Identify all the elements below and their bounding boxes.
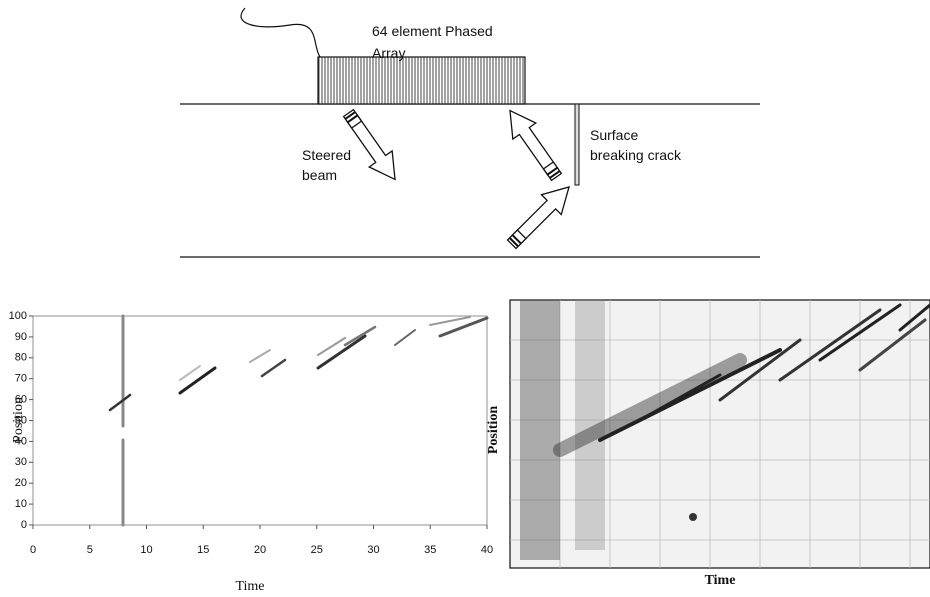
- y-tick-label: 100: [9, 310, 27, 322]
- array-label: Array: [372, 45, 405, 61]
- y-tick-label: 70: [15, 373, 27, 385]
- streak: [179, 365, 201, 381]
- y-tick-label: 40: [15, 435, 27, 447]
- echo-streaks: [108, 314, 489, 527]
- y-tick-label: 50: [15, 414, 27, 426]
- streak: [438, 316, 489, 338]
- incident-arrow: [500, 176, 580, 256]
- y-tick-label: 90: [15, 331, 27, 343]
- streak: [343, 325, 377, 347]
- y-tick-label: 0: [21, 519, 27, 531]
- y-tick-label: 30: [15, 456, 27, 468]
- image-grid: [510, 300, 930, 568]
- x-tick-label: 0: [30, 544, 36, 556]
- x-axis-label: Time: [705, 573, 736, 588]
- beam-label: beam: [302, 167, 337, 183]
- array-label: 64 element Phased: [372, 23, 493, 39]
- x-tick-label: 5: [87, 544, 93, 556]
- beam-label: Steered: [302, 147, 351, 163]
- simulated-bscan: Time Position 0 10 20 30 40 50 60 70 80 90 100 0 5 10…: [9, 310, 493, 594]
- x-axis-label: Time: [235, 579, 264, 594]
- x-tick-label: 20: [254, 544, 266, 556]
- streak: [316, 334, 367, 370]
- streak: [260, 358, 287, 378]
- x-tick-label: 10: [140, 544, 152, 556]
- streak: [178, 366, 217, 395]
- cable: [240, 7, 321, 58]
- phased-array: [317, 56, 526, 105]
- streak: [429, 316, 471, 326]
- crack: [574, 103, 580, 186]
- y-axis-label: Position: [11, 397, 26, 443]
- crack-label: breaking crack: [590, 147, 682, 163]
- streak: [317, 337, 346, 356]
- diagram: 64 element Phased Array Steered beam Sur…: [180, 7, 760, 258]
- crack-label: Surface: [590, 127, 638, 143]
- x-tick-label: 35: [424, 544, 436, 556]
- x-tick-label: 40: [481, 544, 493, 556]
- x-tick-label: 25: [311, 544, 323, 556]
- streak: [394, 329, 416, 346]
- y-tick-label: 60: [15, 394, 27, 406]
- y-tick-label: 80: [15, 352, 27, 364]
- streak: [108, 393, 132, 412]
- reflected-arrow: [497, 101, 569, 186]
- y-tick-label: 10: [15, 498, 27, 510]
- x-tick-label: 15: [197, 544, 209, 556]
- streak: [249, 349, 271, 363]
- image-echoes: [520, 300, 930, 560]
- measured-bscan: Time Position: [486, 299, 930, 588]
- y-axis-label: Position: [486, 406, 501, 454]
- x-tick-label: 30: [367, 544, 379, 556]
- plot-area: [32, 315, 488, 526]
- y-tick-label: 20: [15, 477, 27, 489]
